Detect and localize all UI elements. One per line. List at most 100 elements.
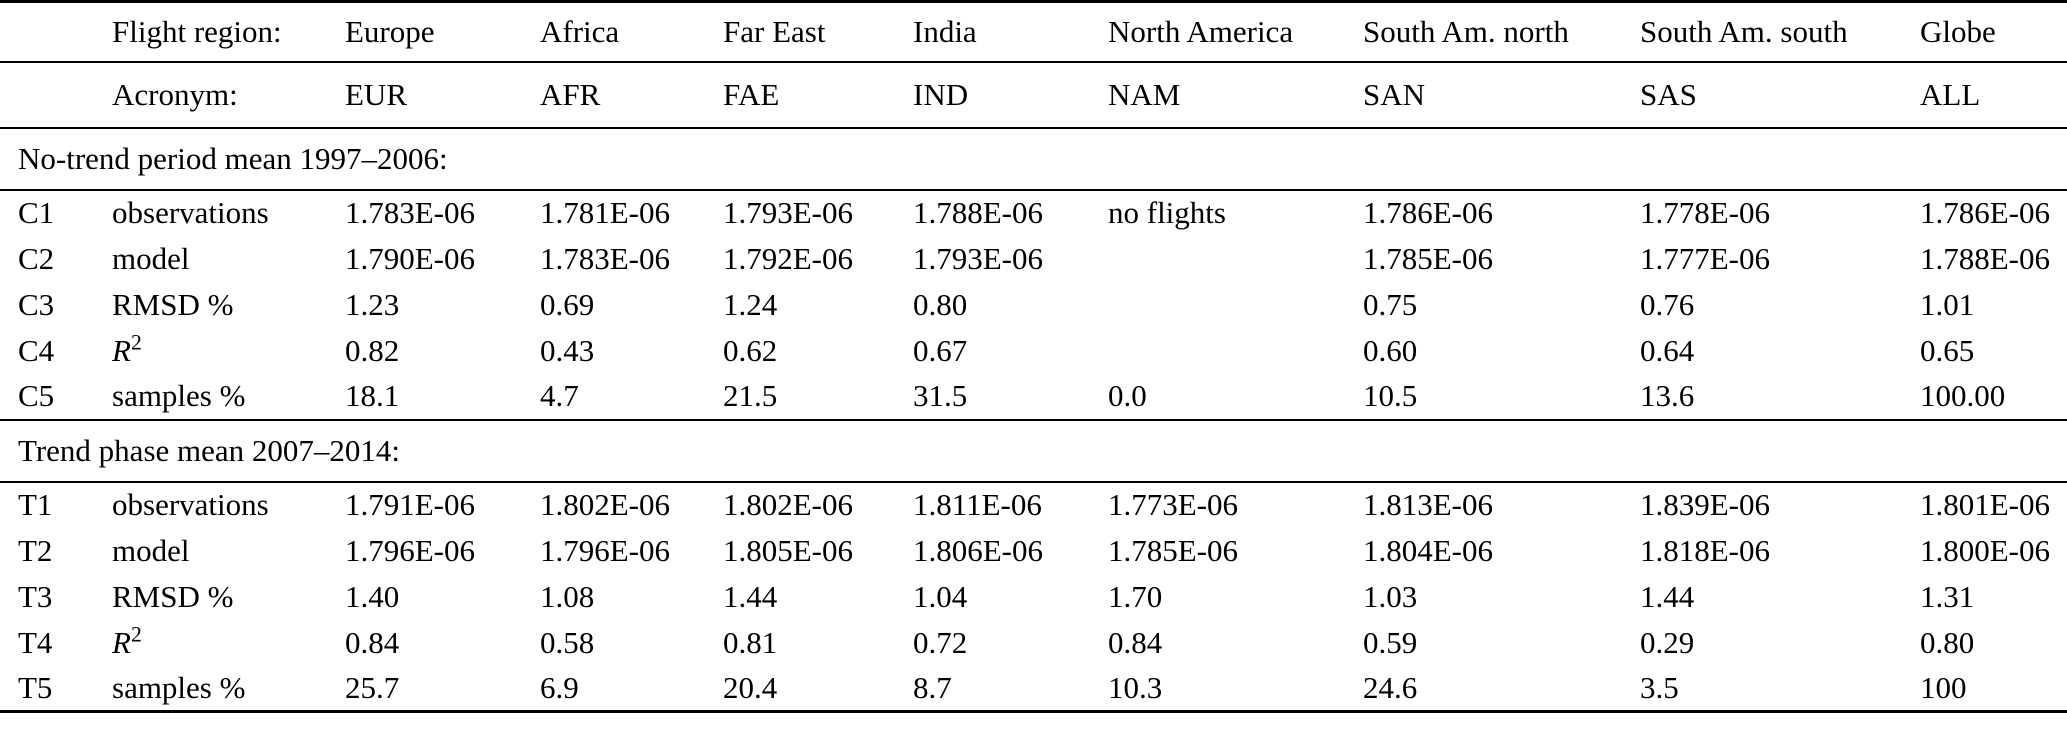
math-superscript: 2 (130, 330, 142, 355)
cell-value: 1.811E-06 (913, 487, 1042, 522)
row-label: samples % (112, 378, 246, 413)
cell-value: 1.805E-06 (723, 532, 854, 568)
row-label: observations (112, 487, 269, 522)
row-id: C4 (18, 332, 55, 368)
cell-value: 1.08 (540, 578, 595, 614)
cell-value: 0.69 (540, 286, 595, 322)
cell-value: 1.792E-06 (723, 240, 854, 276)
region-name: Europe (345, 13, 435, 49)
region-name: India (913, 13, 977, 49)
acronym-header-row: Acronym: EUR AFR FAE IND NAM SAN SAS ALL (0, 62, 2067, 128)
cell-value: 1.70 (1108, 578, 1163, 614)
region-acronym: IND (913, 76, 969, 112)
cell-value: 0.62 (723, 332, 778, 368)
cell-value: 1.04 (913, 578, 968, 614)
row-id: T5 (18, 669, 53, 705)
cell-value: 1.788E-06 (1920, 240, 2051, 276)
cell-value: 13.6 (1640, 378, 1695, 413)
region-name: North America (1108, 13, 1294, 49)
row-id: T2 (18, 532, 53, 568)
cell-value (1108, 282, 1363, 328)
cell-value (1108, 328, 1363, 374)
cell-value: 0.75 (1363, 286, 1418, 322)
cell-value: 1.778E-06 (1640, 195, 1771, 230)
cell-value: no flights (1108, 195, 1226, 230)
region-name: Africa (540, 13, 620, 49)
row-label: RMSD % (112, 286, 234, 322)
region-name: South Am. north (1363, 13, 1569, 49)
row-label: samples % (112, 669, 246, 705)
empty-cell (0, 2, 112, 62)
cell-value: 6.9 (540, 669, 579, 705)
region-acronym: SAN (1363, 76, 1426, 112)
cell-value: 0.64 (1640, 332, 1695, 368)
region-acronym: ALL (1920, 76, 1981, 112)
cell-value: 1.839E-06 (1640, 487, 1771, 522)
cell-value: 21.5 (723, 378, 778, 413)
region-name: Globe (1920, 13, 1996, 49)
row-id: T1 (18, 487, 53, 522)
cell-value: 10.3 (1108, 669, 1163, 705)
empty-cell (0, 62, 112, 128)
cell-value: 0.76 (1640, 286, 1695, 322)
cell-value: 24.6 (1363, 669, 1418, 705)
row-id: C2 (18, 240, 55, 276)
cell-value: 10.5 (1363, 378, 1418, 413)
cell-value: 1.788E-06 (913, 195, 1044, 230)
cell-value: 0.58 (540, 624, 595, 660)
cell-value: 0.0 (1108, 378, 1147, 413)
region-header-row: Flight region: Europe Africa Far East In… (0, 2, 2067, 62)
table-row: T5 samples % 25.7 6.9 20.4 8.7 10.3 24.6 3.5 100 (0, 666, 2067, 712)
cell-value: 0.60 (1363, 332, 1418, 368)
row-id: C5 (18, 378, 55, 413)
cell-value: 0.59 (1363, 624, 1418, 660)
row-label: R2 (112, 620, 345, 666)
cell-value: 1.793E-06 (723, 195, 854, 230)
table-row: C3 RMSD % 1.23 0.69 1.24 0.80 0.75 0.76 1.01 (0, 282, 2067, 328)
section-title: No-trend period mean 1997–2006: (18, 140, 448, 176)
cell-value: 0.84 (1108, 624, 1163, 660)
cell-value: 0.29 (1640, 624, 1695, 660)
table-row: C5 samples % 18.1 4.7 21.5 31.5 0.0 10.5 13.6 100… (0, 374, 2067, 420)
cell-value: 20.4 (723, 669, 778, 705)
cell-value: 1.793E-06 (913, 240, 1044, 276)
cell-value: 0.80 (913, 286, 968, 322)
cell-value: 1.785E-06 (1108, 532, 1239, 568)
cell-value: 1.03 (1363, 578, 1418, 614)
cell-value: 8.7 (913, 669, 952, 705)
cell-value (1108, 236, 1363, 282)
cell-value: 1.777E-06 (1640, 240, 1771, 276)
table-row: T4 R2 0.84 0.58 0.81 0.72 0.84 0.59 0.29 0.80 (0, 620, 2067, 666)
cell-value: 0.80 (1920, 624, 1975, 660)
cell-value: 1.783E-06 (345, 195, 476, 230)
cell-value: 3.5 (1640, 669, 1679, 705)
cell-value: 100.00 (1920, 378, 2006, 413)
cell-value: 1.785E-06 (1363, 240, 1494, 276)
cell-value: 1.44 (723, 578, 778, 614)
math-superscript: 2 (130, 622, 142, 647)
row-label: RMSD % (112, 578, 234, 614)
math-variable: R (112, 332, 131, 368)
section-title: Trend phase mean 2007–2014: (18, 432, 401, 468)
flight-region-statistics-table: Flight region: Europe Africa Far East In… (0, 0, 2067, 713)
cell-value: 1.786E-06 (1920, 195, 2051, 230)
row-label: model (112, 532, 190, 568)
region-acronym: SAS (1640, 76, 1697, 112)
cell-value: 18.1 (345, 378, 400, 413)
row-label: model (112, 240, 190, 276)
cell-value: 1.802E-06 (540, 487, 671, 522)
cell-value: 1.786E-06 (1363, 195, 1494, 230)
table-row: C4 R2 0.82 0.43 0.62 0.67 0.60 0.64 0.65 (0, 328, 2067, 374)
cell-value: 1.796E-06 (540, 532, 671, 568)
row-id: C3 (18, 286, 55, 322)
cell-value: 1.44 (1640, 578, 1695, 614)
cell-value: 0.81 (723, 624, 778, 660)
cell-value: 1.31 (1920, 578, 1975, 614)
table-row: C1 observations 1.783E-06 1.781E-06 1.793E-0… (0, 190, 2067, 236)
cell-value: 4.7 (540, 378, 579, 413)
region-name: South Am. south (1640, 13, 1848, 49)
region-name: Far East (723, 13, 826, 49)
cell-value: 1.801E-06 (1920, 487, 2051, 522)
cell-value: 31.5 (913, 378, 968, 413)
